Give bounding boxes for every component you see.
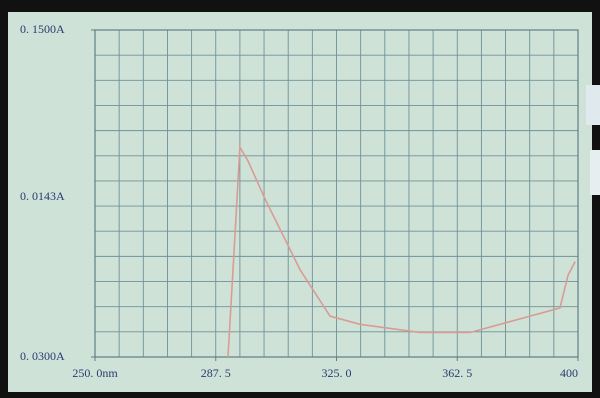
y-tick-label: 0. 0300A	[20, 349, 65, 363]
x-tick-label: 362. 5	[442, 366, 472, 380]
chart: 0. 0143A 0. 1500A 0. 0300A 250. 0nm 287. 5 3…	[0, 0, 600, 398]
side-tab	[586, 85, 600, 125]
x-tick-label: 287. 5	[201, 366, 231, 380]
page: 0. 0143A 0. 1500A 0. 0300A 250. 0nm 287. 5 3…	[0, 0, 600, 398]
grid	[95, 30, 578, 357]
y-annotation: 0. 0143A	[20, 189, 65, 203]
y-tick-label: 0. 1500A	[20, 22, 65, 36]
x-tick-label: 250. 0nm	[72, 366, 118, 380]
side-tab	[590, 150, 600, 195]
x-tick-label: 400	[560, 366, 578, 380]
x-tick-label: 325. 0	[322, 366, 352, 380]
